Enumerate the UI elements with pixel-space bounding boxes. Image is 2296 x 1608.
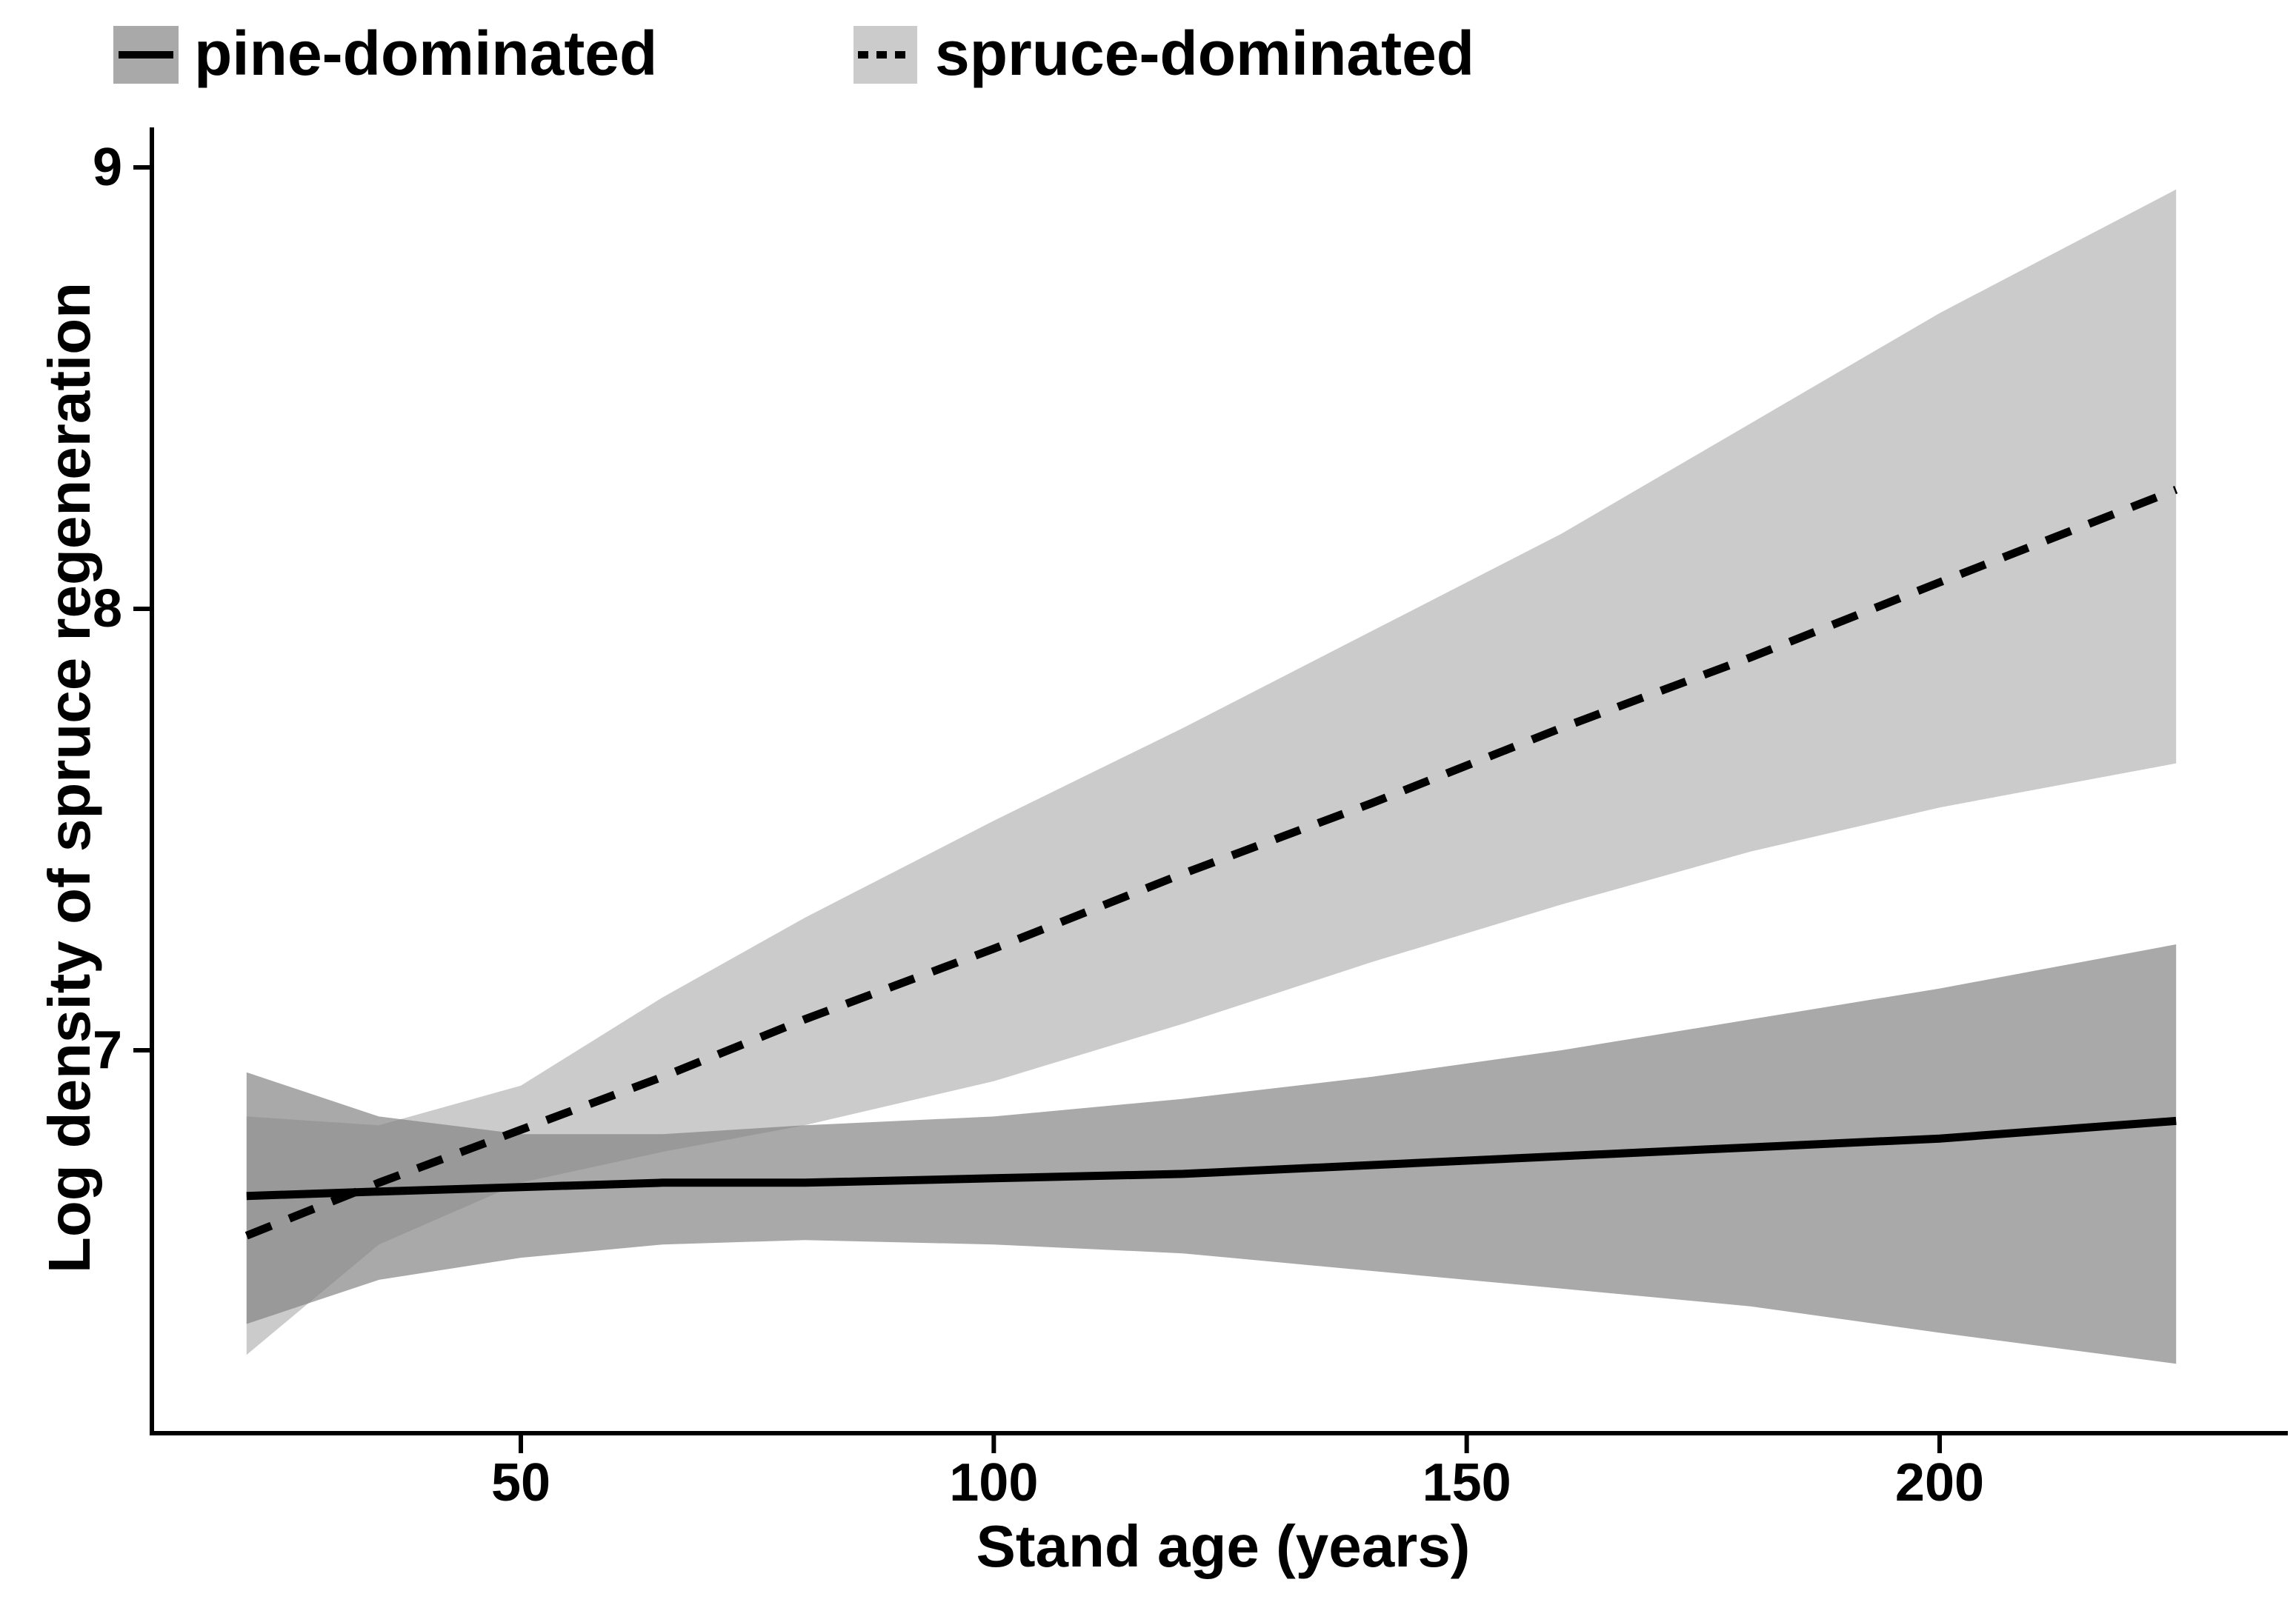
legend-label-pine: pine-dominated bbox=[194, 19, 658, 88]
legend-label-spruce: spruce-dominated bbox=[935, 19, 1475, 88]
x-tick-label: 200 bbox=[1894, 1453, 1985, 1512]
pine-ci-ribbon bbox=[246, 944, 2177, 1364]
pine-fit-line bbox=[246, 1116, 2177, 1201]
x-axis-title: Stand age (years) bbox=[976, 1513, 1471, 1579]
x-tick-label: 100 bbox=[949, 1453, 1039, 1512]
y-tick-label: 8 bbox=[92, 579, 122, 638]
legend-key-spruce-dashed-line-icon bbox=[853, 26, 917, 84]
x-tick-label: 50 bbox=[490, 1453, 551, 1512]
spruce-ci-ribbon bbox=[246, 189, 2177, 1355]
x-tick-label: 150 bbox=[1422, 1453, 1511, 1512]
y-axis-title: Log density of spruce regeneration bbox=[36, 282, 102, 1274]
y-tick-label: 7 bbox=[92, 1021, 122, 1080]
y-tick-label: 9 bbox=[92, 138, 122, 197]
legend-key-pine-solid-line-icon bbox=[113, 26, 179, 84]
